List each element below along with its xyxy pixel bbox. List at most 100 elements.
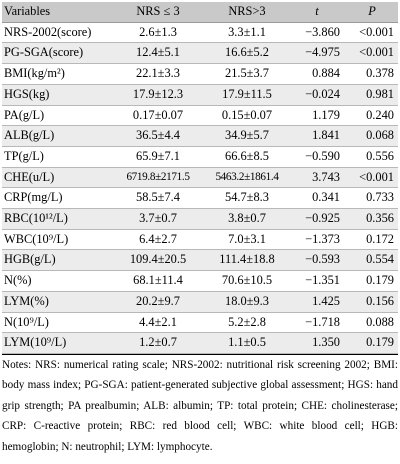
cell-t: −4.975: [288, 42, 346, 65]
table-header-row: Variables NRS ≤ 3 NRS>3 t P: [2, 2, 398, 23]
table-row: NRS-2002(score) 2.6±1.3 3.3±1.1 −3.860 <0.00…: [2, 22, 398, 44]
cell-variable: HGB(g/L): [2, 249, 110, 272]
table-row: N(%) 68.1±11.4 70.6±10.5 −1.351 0.179: [2, 270, 398, 292]
cell-t: −0.593: [288, 249, 346, 272]
cell-nrs-high: 0.15±0.07: [206, 105, 288, 127]
cell-variable: NRS-2002(score): [2, 22, 110, 44]
cell-t: −1.351: [288, 270, 346, 292]
cell-p: 0.172: [346, 229, 398, 251]
cell-p: 0.733: [346, 187, 398, 210]
cell-variable: ALB(g/L): [2, 125, 110, 147]
table-row: N(10⁹/L) 4.4±2.1 5.2±2.8 −1.718 0.088: [2, 312, 398, 334]
cell-nrs-high: 18.0±9.3: [206, 291, 288, 313]
cell-t: 0.884: [288, 63, 346, 85]
cell-nrs-low: 0.17±0.07: [110, 105, 206, 127]
cell-t: −0.024: [288, 84, 346, 106]
cell-p: 0.088: [346, 312, 398, 334]
table-row: ALB(g/L) 36.5±4.4 34.9±5.7 1.841 0.068: [2, 125, 398, 147]
cell-nrs-high: 16.6±5.2: [206, 42, 288, 65]
cell-p: 0.156: [346, 291, 398, 313]
cell-t: 3.743: [288, 167, 346, 189]
cell-p: 0.356: [346, 208, 398, 230]
cell-nrs-low: 3.7±0.7: [110, 208, 206, 230]
cell-nrs-low: 17.9±12.3: [110, 84, 206, 106]
table-row: RBC(10¹²/L) 3.7±0.7 3.8±0.7 −0.925 0.356: [2, 208, 398, 230]
cell-nrs-high: 66.6±8.5: [206, 146, 288, 168]
cell-p: 0.554: [346, 249, 398, 272]
cell-t: 1.841: [288, 125, 346, 147]
table-row: PG-SGA(score) 12.4±5.1 16.6±5.2 −4.975 <0.00…: [2, 42, 398, 65]
cell-p: <0.001: [346, 167, 398, 189]
cell-variable: HGS(kg): [2, 84, 110, 106]
cell-variable: TP(g/L): [2, 146, 110, 168]
cell-nrs-low: 109.4±20.5: [110, 249, 206, 272]
cell-nrs-high: 17.9±11.5: [206, 84, 288, 106]
cell-nrs-low: 58.5±7.4: [110, 187, 206, 210]
header-t: t: [288, 2, 346, 23]
table-row: HGS(kg) 17.9±12.3 17.9±11.5 −0.024 0.981: [2, 84, 398, 106]
cell-t: 0.341: [288, 187, 346, 210]
cell-p: 0.179: [346, 270, 398, 292]
header-nrs-low: NRS ≤ 3: [110, 2, 206, 23]
cell-variable: BMI(kg/m²): [2, 63, 110, 85]
table-row: LYM(10⁹/L) 1.2±0.7 1.1±0.5 1.350 0.179: [2, 332, 398, 354]
cell-p: 0.240: [346, 105, 398, 127]
cell-nrs-low: 6719.8±2171.5: [110, 167, 206, 189]
comparison-table: Variables NRS ≤ 3 NRS>3 t P NRS-2002(sco…: [2, 2, 398, 354]
cell-t: −0.925: [288, 208, 346, 230]
cell-nrs-high: 3.8±0.7: [206, 208, 288, 230]
cell-variable: CRP(mg/L): [2, 187, 110, 210]
table-row: TP(g/L) 65.9±7.1 66.6±8.5 −0.590 0.556: [2, 146, 398, 168]
cell-nrs-low: 12.4±5.1: [110, 42, 206, 65]
cell-nrs-low: 1.2±0.7: [110, 332, 206, 354]
cell-nrs-low: 68.1±11.4: [110, 270, 206, 292]
cell-p: 0.068: [346, 125, 398, 147]
cell-nrs-high: 70.6±10.5: [206, 270, 288, 292]
header-p: P: [346, 2, 398, 23]
cell-variable: N(%): [2, 270, 110, 292]
table-row: LYM(%) 20.2±9.7 18.0±9.3 1.425 0.156: [2, 291, 398, 313]
table-row: PA(g/L) 0.17±0.07 0.15±0.07 1.179 0.240: [2, 105, 398, 127]
cell-nrs-low: 2.6±1.3: [110, 22, 206, 44]
cell-variable: WBC(10⁹/L): [2, 229, 110, 251]
cell-nrs-low: 6.4±2.7: [110, 229, 206, 251]
cell-t: 1.350: [288, 332, 346, 354]
cell-nrs-low: 65.9±7.1: [110, 146, 206, 168]
cell-nrs-high: 21.5±3.7: [206, 63, 288, 85]
table-notes: Notes: NRS: numerical rating scale; NRS-…: [2, 354, 398, 457]
cell-nrs-low: 22.1±3.3: [110, 63, 206, 85]
cell-nrs-high: 3.3±1.1: [206, 22, 288, 44]
cell-p: <0.001: [346, 42, 398, 65]
cell-p: 0.378: [346, 63, 398, 85]
table-row: BMI(kg/m²) 22.1±3.3 21.5±3.7 0.884 0.378: [2, 63, 398, 85]
cell-p: 0.556: [346, 146, 398, 168]
cell-nrs-high: 5463.2±1861.4: [206, 167, 288, 189]
table-row: HGB(g/L) 109.4±20.5 111.4±18.8 −0.593 0.554: [2, 249, 398, 272]
header-variables: Variables: [2, 2, 110, 23]
table-row: CHE(u/L) 6719.8±2171.5 5463.2±1861.4 3.743 <…: [2, 167, 398, 189]
cell-variable: RBC(10¹²/L): [2, 208, 110, 230]
cell-nrs-high: 1.1±0.5: [206, 332, 288, 354]
cell-p: 0.981: [346, 84, 398, 106]
table-body: NRS-2002(score) 2.6±1.3 3.3±1.1 −3.860 <0.00…: [2, 22, 398, 354]
cell-nrs-low: 20.2±9.7: [110, 291, 206, 313]
cell-t: −1.373: [288, 229, 346, 251]
cell-variable: PG-SGA(score): [2, 42, 110, 65]
cell-nrs-high: 7.0±3.1: [206, 229, 288, 251]
cell-variable: N(10⁹/L): [2, 312, 110, 334]
cell-t: 1.179: [288, 105, 346, 127]
cell-variable: LYM(10⁹/L): [2, 332, 110, 354]
table-row: CRP(mg/L) 58.5±7.4 54.7±8.3 0.341 0.733: [2, 187, 398, 210]
cell-nrs-low: 36.5±4.4: [110, 125, 206, 147]
cell-variable: PA(g/L): [2, 105, 110, 127]
cell-variable: CHE(u/L): [2, 167, 110, 189]
cell-variable: LYM(%): [2, 291, 110, 313]
cell-p: 0.179: [346, 332, 398, 354]
cell-nrs-high: 5.2±2.8: [206, 312, 288, 334]
header-nrs-high: NRS>3: [206, 2, 288, 23]
cell-t: −1.718: [288, 312, 346, 334]
cell-nrs-high: 54.7±8.3: [206, 187, 288, 210]
cell-nrs-high: 34.9±5.7: [206, 125, 288, 147]
table-row: WBC(10⁹/L) 6.4±2.7 7.0±3.1 −1.373 0.172: [2, 229, 398, 251]
cell-t: −0.590: [288, 146, 346, 168]
